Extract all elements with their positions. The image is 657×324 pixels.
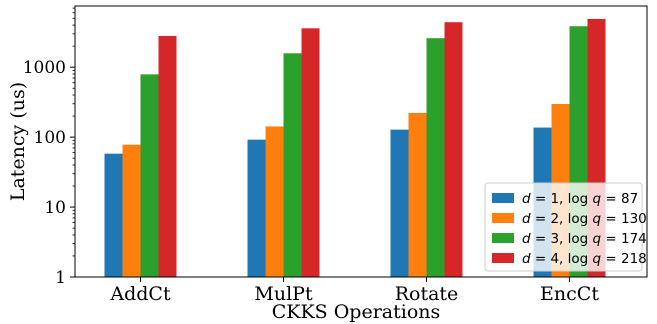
y-tick-label: 100	[34, 128, 66, 148]
bar-s4-rotate	[444, 22, 463, 278]
bar-s2-addct	[122, 144, 141, 277]
x-axis-title: CKKS Operations	[272, 301, 441, 323]
bar-s3-rotate	[426, 38, 445, 278]
legend-entry-label: d = 1, log q = 87	[522, 191, 638, 207]
bar-s3-mulpt	[283, 53, 302, 277]
y-tick-label: 1000	[23, 58, 66, 78]
bar-s4-mulpt	[301, 28, 320, 277]
legend-box	[484, 182, 643, 272]
bar-s2-mulpt	[265, 126, 284, 277]
y-tick-label: 10	[44, 198, 66, 218]
bar-s1-rotate	[390, 129, 409, 277]
plot-frame	[74, 5, 648, 278]
x-tick-label-rotate: Rotate	[395, 283, 459, 305]
x-tick-label-mulpt: MulPt	[254, 283, 313, 305]
bar-s3-addct	[140, 74, 159, 277]
x-tick-label-addct: AddCt	[109, 283, 171, 305]
y-axis-title: Latency (us)	[7, 82, 29, 201]
bar-s4-addct	[158, 35, 177, 278]
legend-swatch	[492, 213, 514, 223]
legend-swatch	[492, 193, 514, 203]
y-tick-label: 1	[55, 268, 66, 288]
x-tick-label-encct: EncCt	[540, 283, 599, 305]
legend-entry-label: d = 4, log q = 218	[522, 251, 647, 267]
legend-swatch	[492, 233, 514, 243]
bar-s2-rotate	[408, 112, 427, 277]
legend: d = 1, log q = 87 d = 2, log q = 130 d = 3…	[484, 182, 647, 272]
y-axis: 1 10 100 1000	[23, 7, 75, 288]
bar-s1-mulpt	[247, 139, 266, 277]
bar-s1-addct	[104, 153, 123, 277]
legend-entry-label: d = 2, log q = 130	[522, 211, 647, 227]
legend-entry-label: d = 3, log q = 174	[522, 231, 647, 247]
x-axis: AddCt MulPt Rotate EncCt	[109, 277, 599, 305]
legend-swatch	[492, 253, 514, 263]
